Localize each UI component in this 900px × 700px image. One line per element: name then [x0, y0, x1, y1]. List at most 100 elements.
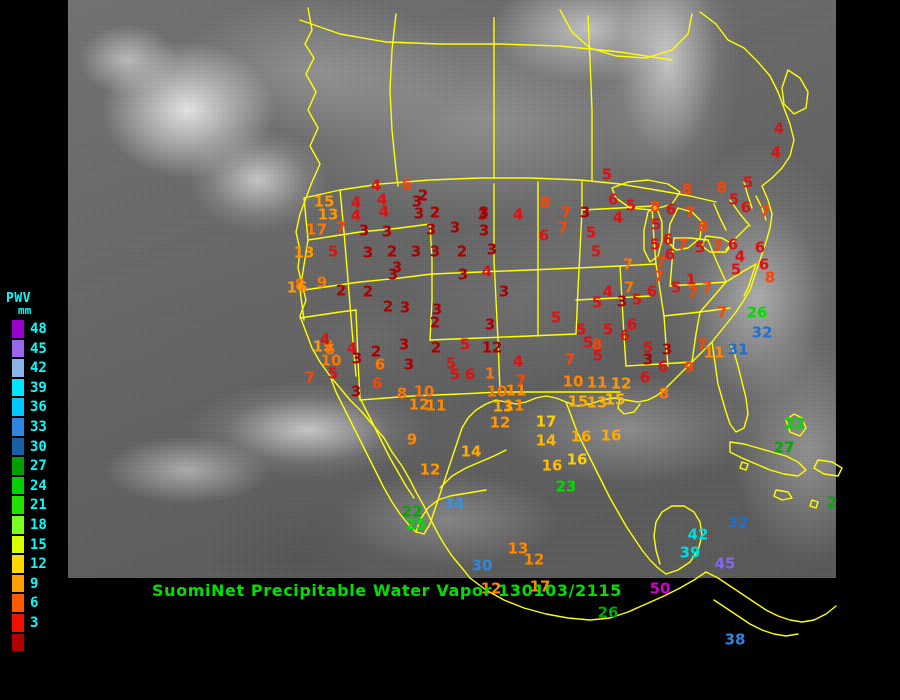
colorbar-tick-label: 18	[30, 517, 47, 533]
pwv-station-value: 5	[649, 235, 661, 254]
pwv-station-value: 34	[443, 494, 465, 513]
pwv-station-value: 3	[616, 292, 628, 311]
pwv-station-value: 5	[327, 364, 339, 383]
pwv-station-value: 5	[694, 238, 706, 257]
pwv-station-value: 6	[464, 365, 476, 384]
pwv-station-value: 26	[746, 303, 768, 322]
pwv-station-value: 4	[370, 176, 382, 195]
colorbar-swatch	[11, 319, 25, 339]
pwv-station-value: 3	[399, 298, 411, 317]
pwv-station-value: 5	[670, 278, 682, 297]
colorbar-tick-label: 12	[30, 556, 47, 573]
product-title: SuomiNet Precipitable Water Vapor 130103…	[152, 581, 622, 600]
border-sask-manitoba	[587, 15, 593, 181]
pwv-station-value: 27	[773, 438, 795, 457]
colorbar-title: PWV	[6, 291, 31, 306]
pwv-station-value: 8	[764, 268, 776, 287]
pwv-station-value: 16	[566, 450, 588, 469]
pwv-station-value: 11	[586, 373, 608, 392]
pwv-station-value: 38	[724, 630, 746, 649]
pwv-station-value: 5	[730, 260, 742, 279]
pwv-station-value: 3	[484, 315, 496, 334]
pwv-station-value: 6	[727, 235, 739, 254]
pwv-station-value: 1	[484, 364, 496, 383]
pwv-station-value: 2	[417, 186, 429, 205]
pwv-station-value: 39	[679, 543, 701, 562]
colorbar-tick-label: 24	[30, 477, 47, 494]
pwv-station-value: 15	[567, 392, 589, 411]
colorbar-swatch	[11, 377, 25, 398]
pwv-station-value: 25	[405, 515, 427, 534]
pwv-station-value: 17	[529, 577, 551, 596]
pwv-station-value: 6	[758, 255, 770, 274]
pwv-station-value: 5	[592, 346, 604, 365]
chesapeake	[743, 263, 757, 297]
yucatan	[653, 505, 703, 575]
pwv-station-value: 1	[481, 338, 493, 357]
pwv-station-value: 4	[350, 193, 362, 212]
pwv-station-value: 3	[411, 192, 423, 211]
pwv-station-value: 6	[607, 190, 619, 209]
colorbar-tick-label: 15	[30, 536, 47, 553]
lake-ontario	[701, 235, 733, 253]
pwv-station-value: 13	[507, 539, 529, 558]
colorbar-tick-label: 9	[30, 575, 39, 592]
pwv-station-value: 2	[456, 242, 468, 261]
pwv-station-value: 7	[316, 220, 328, 239]
pwv-station-value: 7	[684, 203, 696, 222]
baja-inner	[357, 393, 415, 499]
pwv-station-value: 23	[555, 477, 577, 496]
lake-michigan	[643, 205, 663, 263]
pwv-station-value: 3	[398, 335, 410, 354]
pwv-station-value: 5	[590, 242, 602, 261]
pwv-station-value: 8	[396, 384, 408, 403]
colorbar-swatch	[11, 554, 25, 574]
pwv-station-value: 7	[716, 303, 728, 322]
pwv-station-value: 8	[716, 178, 728, 197]
pwv-station-value: 10	[320, 351, 342, 370]
cuba	[729, 441, 807, 477]
pwv-station-value: 2	[335, 281, 347, 300]
pwv-station-value: 3	[642, 350, 654, 369]
pwv-station-value: 5	[728, 190, 740, 209]
pwv-station-value: 6	[324, 340, 336, 359]
pwv-station-value: 7	[335, 218, 347, 237]
pwv-station-value: 7	[560, 203, 572, 222]
coastline-mexico-pacific	[469, 571, 707, 621]
pwv-station-value: 12	[523, 550, 545, 569]
pwv-station-value: 22	[784, 414, 806, 433]
pwv-station-value: 7	[623, 278, 635, 297]
colorbar-tick-label: 48	[30, 321, 47, 337]
pwv-station-value: 3	[661, 340, 673, 359]
pwv-station-value: 7	[687, 283, 699, 302]
pwv-station-value: 3	[425, 220, 437, 239]
pwv-station-value: 6	[538, 226, 550, 245]
pwv-station-value: 5	[625, 196, 637, 215]
lake-superior	[611, 179, 681, 211]
pwv-station-value: 31	[727, 340, 749, 359]
pwv-station-value: 7	[564, 350, 576, 369]
pwv-station-value: 5	[742, 173, 754, 192]
gulf-louisiana	[617, 397, 641, 415]
mexico-interior	[439, 449, 507, 489]
pwv-station-value: 7	[304, 368, 316, 387]
pwv-station-value: 45	[714, 554, 736, 573]
jamaica	[773, 489, 793, 501]
pwv-station-value: 7	[653, 267, 665, 286]
pwv-station-value: 10	[486, 382, 508, 401]
pwv-station-value: 4	[481, 262, 493, 281]
island-small-2	[809, 499, 819, 509]
pwv-station-value: 7	[712, 237, 724, 256]
pwv-station-value: 12	[489, 413, 511, 432]
pwv-station-value: 1	[685, 270, 697, 289]
pwv-station-value: 15	[604, 390, 626, 409]
pwv-station-value: 5	[601, 165, 613, 184]
pwv-station-value: 16	[286, 278, 308, 297]
pwv-station-value: 3	[431, 300, 443, 319]
pwv-station-value: 5	[582, 333, 594, 352]
pwv-station-value: 15	[313, 192, 335, 211]
pwv-station-value: 2	[429, 313, 441, 332]
pwv-colorbar: PWV mm 48 45 42 39 36 33 30 27 24 21 18 15 12 9 6 3	[6, 291, 64, 653]
